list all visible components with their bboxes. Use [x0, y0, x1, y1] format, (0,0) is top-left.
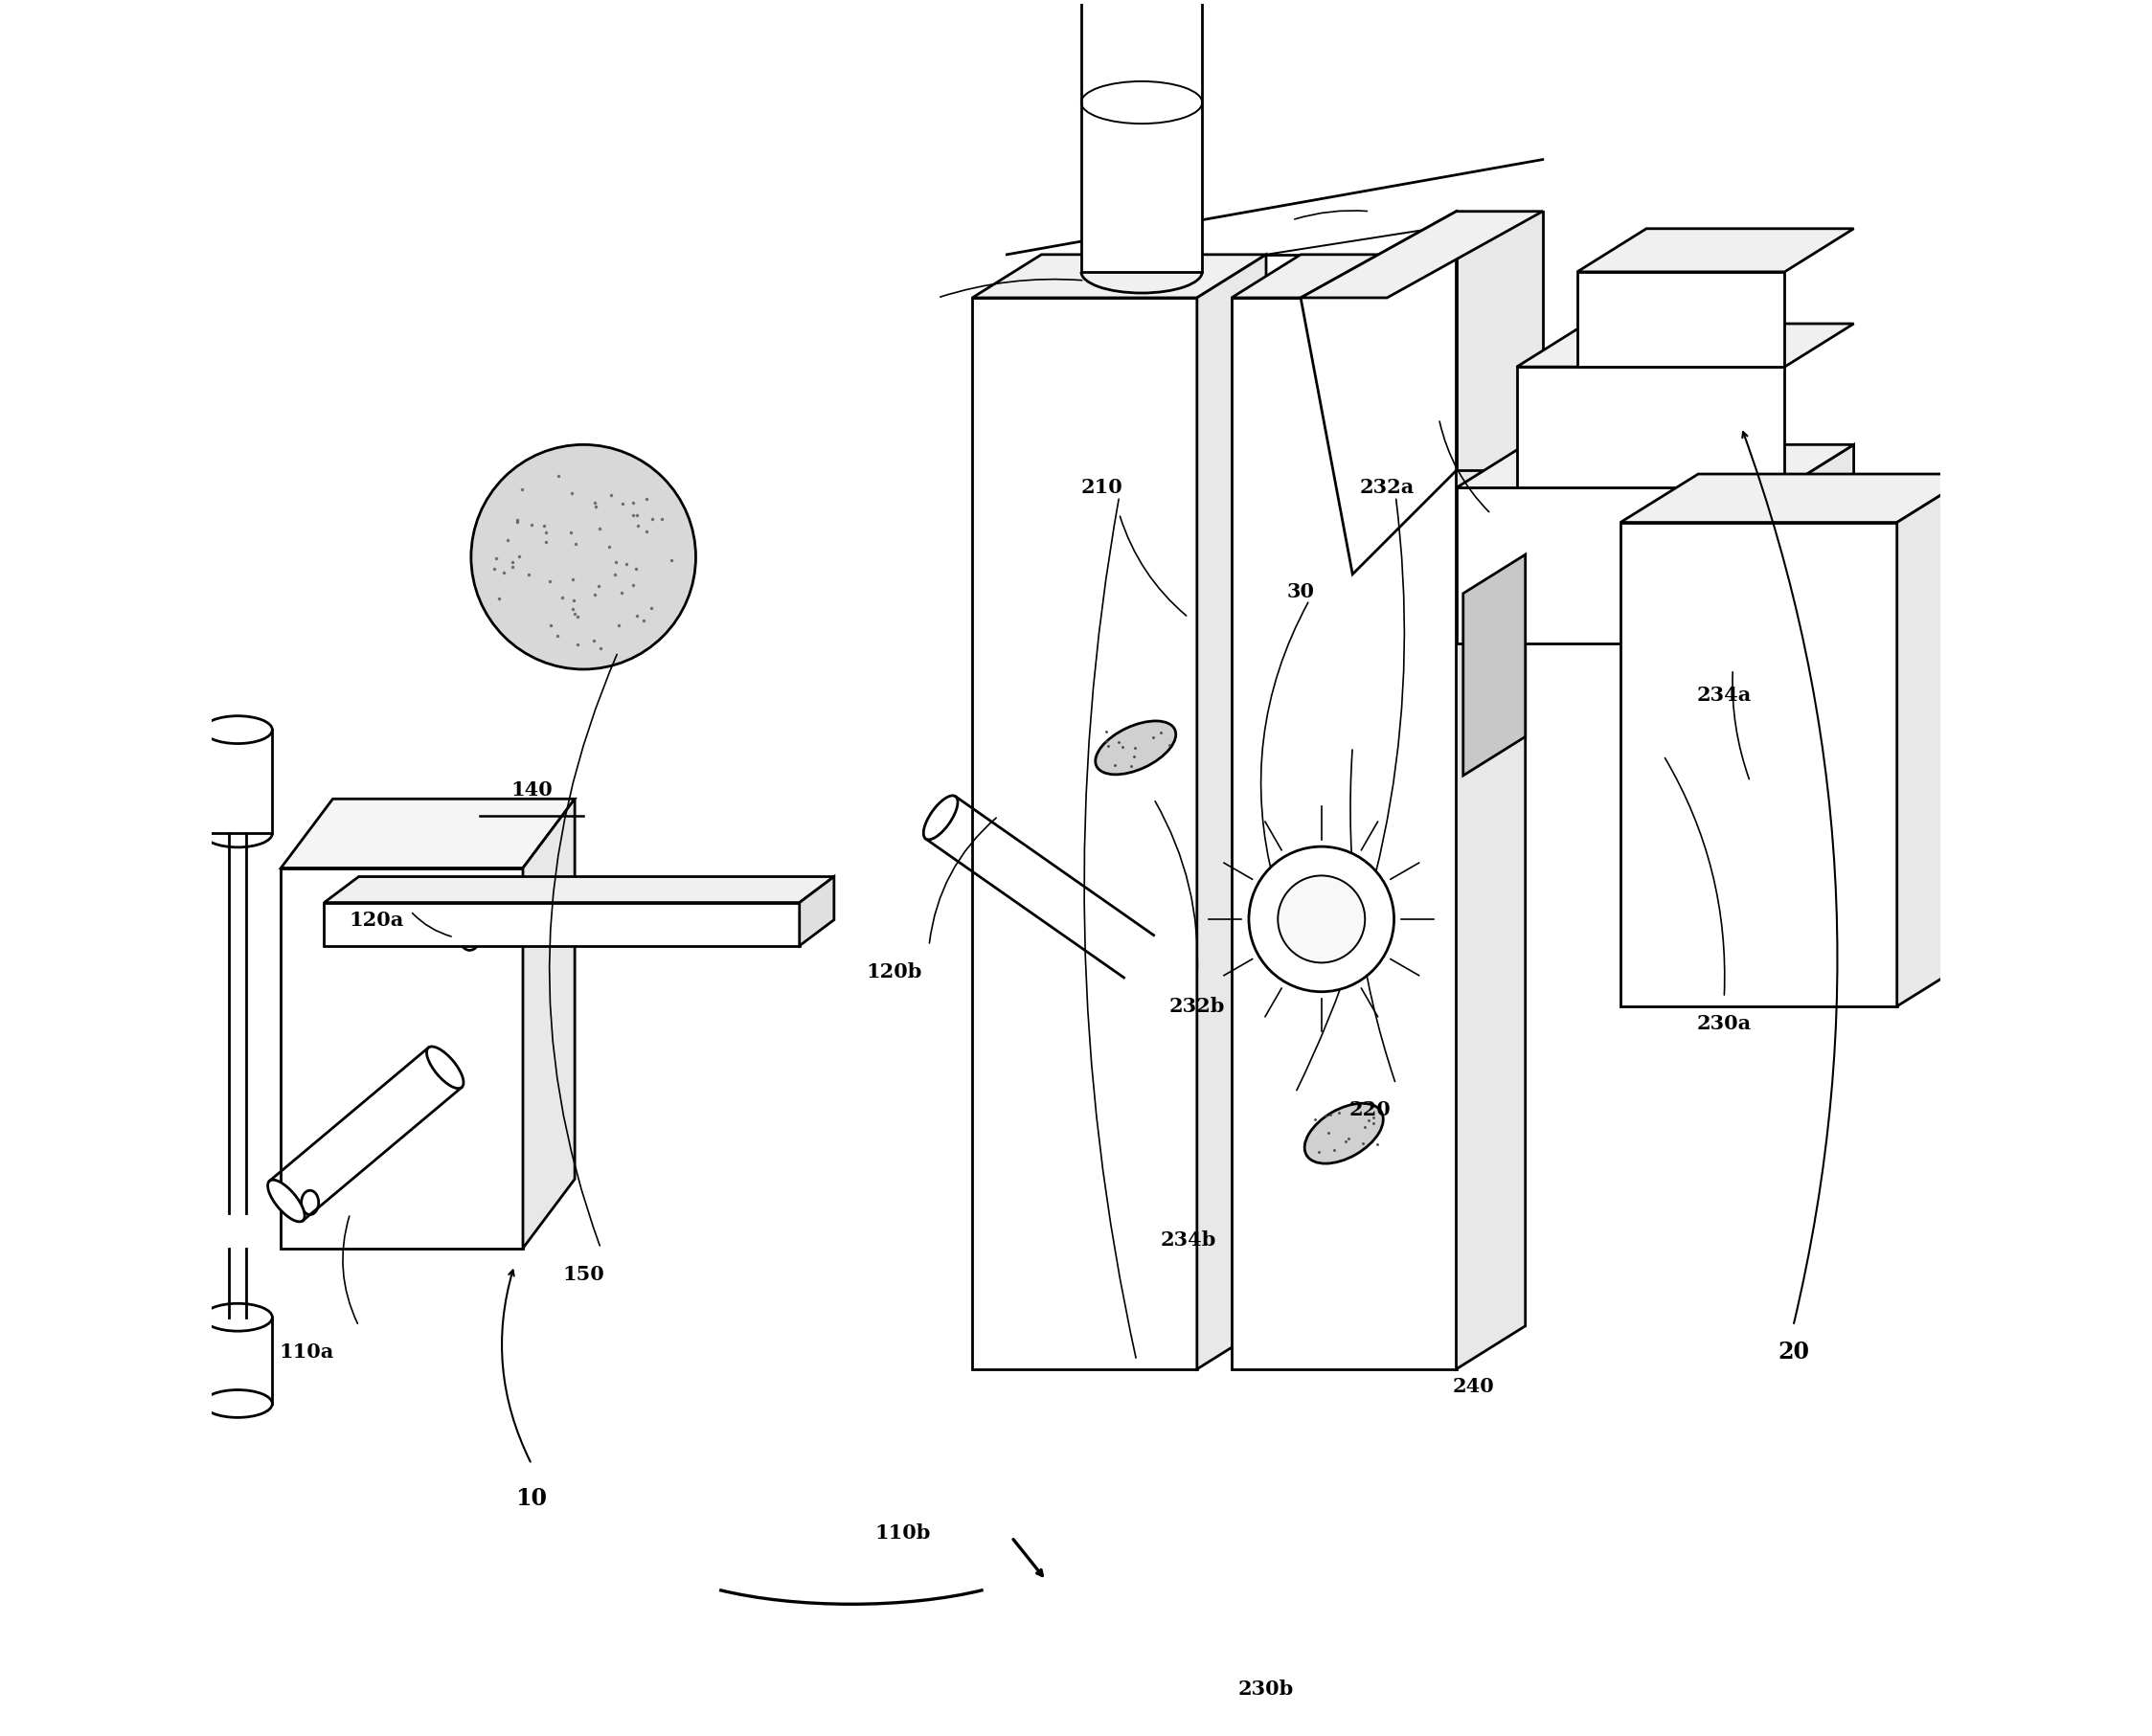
Polygon shape	[1457, 488, 1784, 644]
Ellipse shape	[202, 1391, 273, 1418]
Polygon shape	[1463, 554, 1526, 776]
Text: 120a: 120a	[349, 910, 402, 929]
Polygon shape	[325, 877, 835, 903]
Ellipse shape	[202, 1304, 273, 1332]
Polygon shape	[1457, 212, 1543, 470]
Polygon shape	[1197, 255, 1265, 1370]
Polygon shape	[1231, 255, 1526, 299]
Polygon shape	[1577, 273, 1784, 366]
Polygon shape	[1457, 255, 1526, 1370]
Ellipse shape	[2096, 582, 2111, 651]
Circle shape	[1278, 875, 1364, 963]
Polygon shape	[523, 799, 575, 1248]
Text: 232b: 232b	[1169, 996, 1224, 1016]
Ellipse shape	[301, 1191, 318, 1215]
Text: 140: 140	[510, 781, 553, 800]
Text: 20: 20	[1778, 1340, 1810, 1363]
Polygon shape	[1577, 229, 1853, 273]
Ellipse shape	[2096, 773, 2111, 840]
Ellipse shape	[426, 1047, 463, 1088]
Polygon shape	[1300, 212, 1543, 299]
Ellipse shape	[202, 715, 273, 743]
Polygon shape	[282, 799, 575, 868]
Polygon shape	[798, 877, 835, 946]
Ellipse shape	[1121, 934, 1156, 979]
Polygon shape	[202, 729, 273, 833]
Text: 234a: 234a	[1696, 686, 1752, 705]
Text: 220: 220	[1349, 1101, 1390, 1120]
Text: 10: 10	[516, 1488, 547, 1510]
Ellipse shape	[2096, 677, 2111, 745]
Polygon shape	[325, 903, 798, 946]
Polygon shape	[1300, 212, 1457, 575]
Ellipse shape	[1095, 720, 1175, 774]
Ellipse shape	[923, 795, 958, 840]
Polygon shape	[202, 1318, 273, 1404]
Text: 150: 150	[562, 1264, 605, 1283]
Polygon shape	[1231, 299, 1457, 1370]
Polygon shape	[1517, 323, 1853, 366]
Ellipse shape	[2096, 495, 2111, 564]
Polygon shape	[1620, 523, 1896, 1007]
Polygon shape	[282, 868, 523, 1248]
Polygon shape	[1620, 474, 1976, 523]
Polygon shape	[1080, 0, 1203, 273]
Text: 240: 240	[1453, 1377, 1493, 1396]
Text: 120b: 120b	[867, 962, 923, 981]
Text: 232a: 232a	[1360, 477, 1414, 498]
Text: 210: 210	[1080, 477, 1123, 498]
Text: 234b: 234b	[1160, 1229, 1216, 1250]
Text: 110b: 110b	[876, 1524, 932, 1543]
Polygon shape	[973, 299, 1197, 1370]
Text: 230a: 230a	[1696, 1014, 1752, 1033]
Polygon shape	[1896, 474, 1976, 1007]
Ellipse shape	[1020, 1229, 1037, 1253]
Text: 110a: 110a	[280, 1342, 334, 1361]
Text: 30: 30	[1287, 582, 1315, 601]
Ellipse shape	[1304, 1104, 1384, 1163]
Ellipse shape	[267, 1180, 306, 1222]
Polygon shape	[1457, 444, 1853, 488]
Polygon shape	[973, 255, 1265, 299]
Ellipse shape	[458, 922, 480, 950]
Circle shape	[471, 444, 695, 670]
Polygon shape	[1517, 366, 1784, 488]
Text: 230b: 230b	[1237, 1679, 1293, 1698]
Circle shape	[1248, 847, 1394, 991]
Polygon shape	[1784, 444, 1853, 644]
